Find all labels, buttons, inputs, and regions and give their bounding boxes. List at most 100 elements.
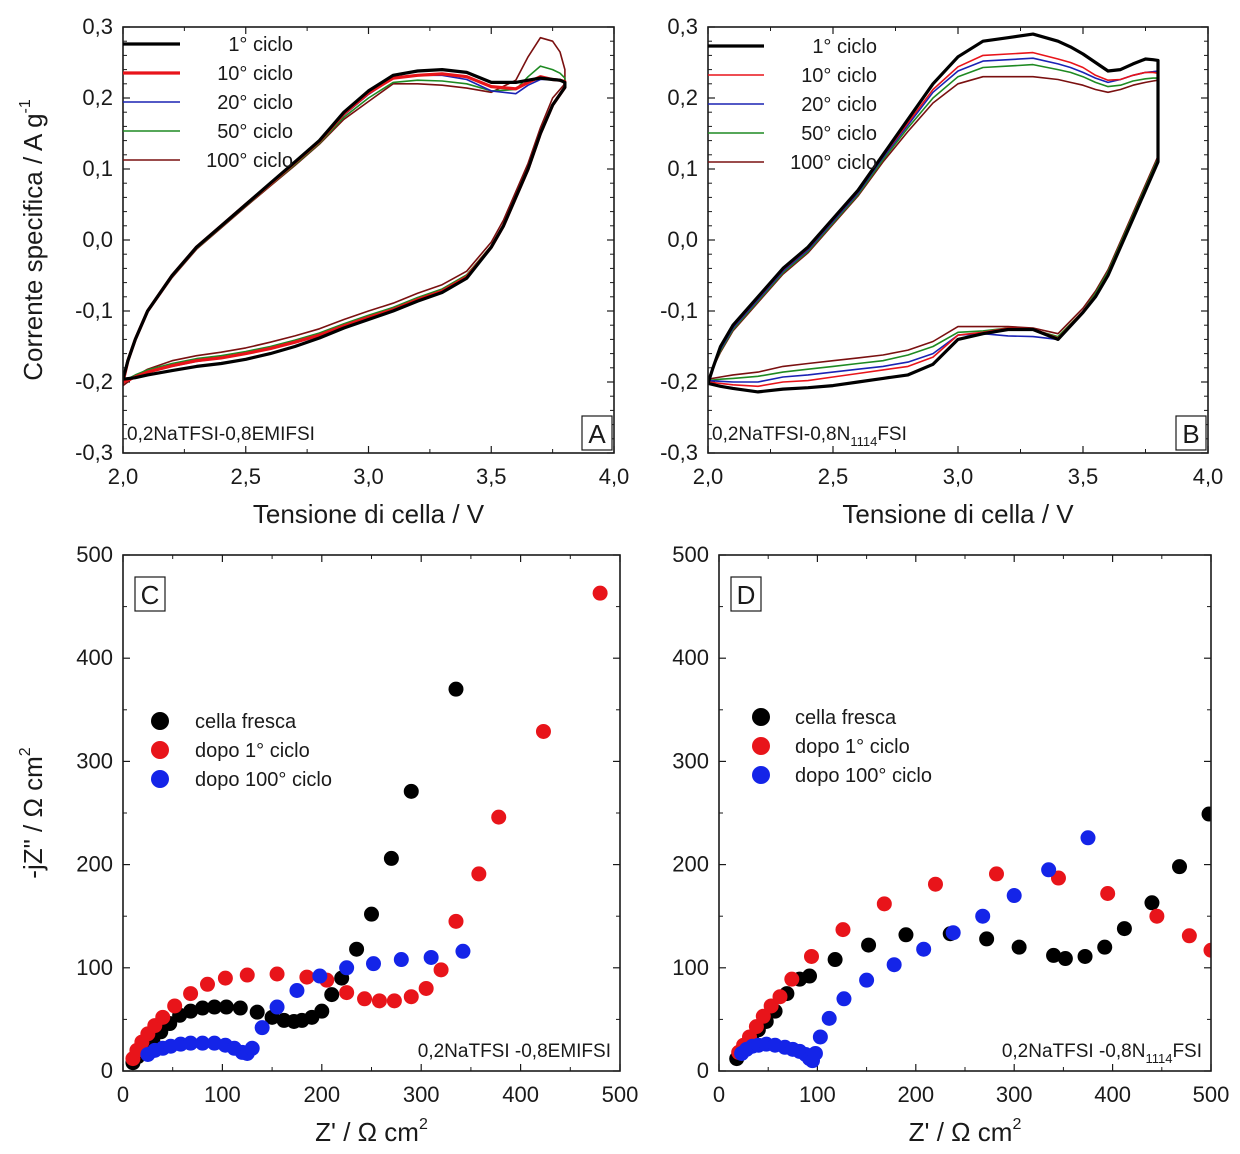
x-axis-label-text: Z' / Ω cm bbox=[315, 1117, 419, 1147]
annotation-text: 0,2NaTFSI -0,8N bbox=[1002, 1041, 1146, 1062]
legend-label: 100° ciclo bbox=[206, 150, 293, 172]
data-point bbox=[755, 1008, 771, 1024]
data-point bbox=[448, 913, 464, 929]
data-point bbox=[807, 1045, 823, 1061]
data-point bbox=[1172, 859, 1188, 875]
data-point bbox=[269, 999, 285, 1015]
data-point bbox=[183, 1035, 199, 1051]
data-point bbox=[195, 1035, 211, 1051]
x-tick-label: 2,0 bbox=[108, 464, 139, 489]
x-tick-label: 400 bbox=[1094, 1082, 1131, 1107]
data-point bbox=[365, 956, 381, 972]
annotation: 0,2NaTFSI -0,8N1114FSI bbox=[1002, 1041, 1202, 1066]
data-point bbox=[1181, 928, 1197, 944]
data-point bbox=[835, 922, 851, 938]
data-point bbox=[155, 1009, 171, 1025]
panel-letter: D bbox=[737, 580, 756, 610]
legend-marker bbox=[151, 770, 169, 788]
data-point bbox=[254, 1020, 270, 1036]
data-point bbox=[927, 876, 943, 892]
y-axis-label-sup: 2 bbox=[17, 747, 34, 756]
data-point bbox=[206, 999, 222, 1015]
y-tick-label: 0 bbox=[697, 1058, 709, 1083]
legend-label: 20° ciclo bbox=[217, 92, 293, 114]
data-point bbox=[418, 980, 434, 996]
y-tick-label: 0,0 bbox=[82, 227, 113, 252]
data-point bbox=[312, 968, 328, 984]
data-point bbox=[349, 941, 365, 957]
y-tick-label: 500 bbox=[76, 542, 113, 567]
data-point bbox=[1080, 830, 1096, 846]
x-tick-label: 2,0 bbox=[693, 464, 724, 489]
panel-letter-box bbox=[134, 576, 166, 612]
data-point bbox=[945, 925, 961, 941]
data-point bbox=[183, 986, 199, 1002]
data-point bbox=[433, 962, 449, 978]
data-point bbox=[916, 941, 932, 957]
data-point bbox=[471, 866, 487, 882]
data-point bbox=[975, 908, 991, 924]
legend-label: 10° ciclo bbox=[217, 63, 293, 85]
legend-label: 50° ciclo bbox=[801, 123, 877, 145]
y-tick-label: 0,3 bbox=[667, 14, 698, 39]
data-point bbox=[393, 952, 409, 968]
x-tick-label: 3,0 bbox=[353, 464, 384, 489]
x-tick-label: 3,5 bbox=[1068, 464, 1099, 489]
panel-letter-box bbox=[581, 415, 613, 451]
data-point bbox=[827, 952, 843, 968]
y-tick-label: 0,0 bbox=[667, 227, 698, 252]
data-point bbox=[979, 931, 995, 947]
data-point bbox=[167, 998, 183, 1014]
data-point bbox=[491, 809, 507, 825]
legend-label: dopo 1° ciclo bbox=[795, 736, 910, 758]
data-point bbox=[195, 1000, 211, 1016]
plot-frame bbox=[718, 554, 1212, 1072]
legend-label: cella fresca bbox=[195, 711, 297, 733]
y-tick-label: 0 bbox=[101, 1058, 113, 1083]
data-point bbox=[812, 1029, 828, 1045]
data-point bbox=[859, 972, 875, 988]
y-tick-label: 300 bbox=[76, 748, 113, 773]
y-axis-label: -jZ" / Ω cm2 bbox=[17, 747, 48, 879]
data-point bbox=[448, 681, 464, 697]
series-line-1 bbox=[708, 32, 1160, 394]
legend-label: 20° ciclo bbox=[801, 94, 877, 116]
annotation: 0,2NaTFSI-0,8N1114FSI bbox=[712, 424, 907, 449]
legend-label: 50° ciclo bbox=[217, 121, 293, 143]
plot-frame bbox=[122, 26, 615, 454]
annotation-text: 0,2NaTFSI-0,8N bbox=[712, 424, 850, 445]
panel-a: 2,0 2,5 3,0 3,5 4,0 -0,3 -0,2 -0,1 0,0 0,1 0,2 0,3 1… bbox=[17, 14, 629, 529]
x-axis-label: Z' / Ω cm2 bbox=[909, 1116, 1022, 1147]
x-tick-label: 4,0 bbox=[599, 464, 630, 489]
y-tick-label: 0,2 bbox=[82, 85, 113, 110]
annotation-subscript: 1114 bbox=[850, 434, 877, 449]
data-point bbox=[876, 896, 892, 912]
data-point bbox=[772, 989, 788, 1005]
y-tick-label: -0,1 bbox=[75, 298, 113, 323]
legend-marker bbox=[151, 741, 169, 759]
annotation-text-tail: FSI bbox=[877, 424, 907, 445]
x-axis-label-sup: 2 bbox=[1012, 1116, 1021, 1133]
data-point bbox=[299, 969, 315, 985]
data-point bbox=[403, 989, 419, 1005]
x-tick-label: 3,0 bbox=[943, 464, 974, 489]
annotation: 0,2NaTFSI-0,8EMIFSI bbox=[127, 424, 315, 445]
data-point bbox=[183, 1003, 199, 1019]
data-point bbox=[1100, 885, 1116, 901]
x-axis-label: Tensione di cella / V bbox=[842, 499, 1074, 529]
data-point bbox=[836, 991, 852, 1007]
x-tick-label: 3,5 bbox=[476, 464, 507, 489]
panel-b: 2,0 2,5 3,0 3,5 4,0 -0,3 -0,2 -0,1 0,0 0,1 0,2 0,3 1… bbox=[660, 14, 1223, 529]
data-point bbox=[386, 993, 402, 1009]
panel-letter: B bbox=[1182, 419, 1199, 449]
x-tick-label: 200 bbox=[303, 1082, 340, 1107]
x-tick-label: 500 bbox=[1193, 1082, 1230, 1107]
legend-label: 10° ciclo bbox=[801, 65, 877, 87]
plot-area bbox=[123, 36, 567, 387]
annotation-text-tail: FSI bbox=[1172, 1041, 1202, 1062]
y-axis-label-text: -jZ" / Ω cm bbox=[18, 756, 48, 879]
data-point bbox=[1144, 895, 1160, 911]
data-point bbox=[821, 1010, 837, 1026]
data-point bbox=[383, 850, 399, 866]
